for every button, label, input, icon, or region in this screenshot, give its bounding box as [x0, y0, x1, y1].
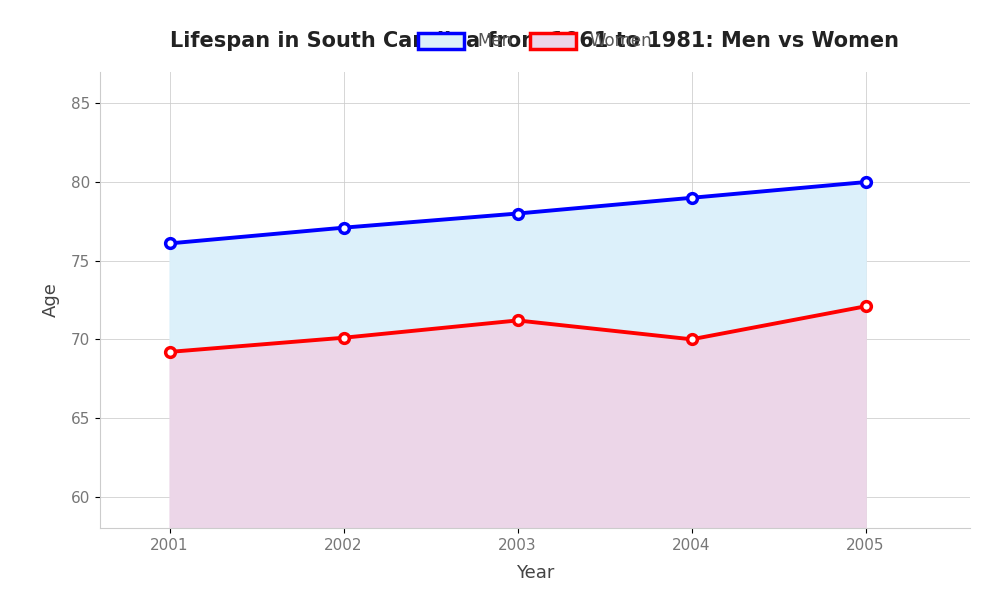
- Y-axis label: Age: Age: [42, 283, 60, 317]
- X-axis label: Year: Year: [516, 564, 554, 582]
- Legend: Men, Women: Men, Women: [411, 26, 659, 57]
- Title: Lifespan in South Carolina from 1961 to 1981: Men vs Women: Lifespan in South Carolina from 1961 to …: [170, 31, 900, 51]
